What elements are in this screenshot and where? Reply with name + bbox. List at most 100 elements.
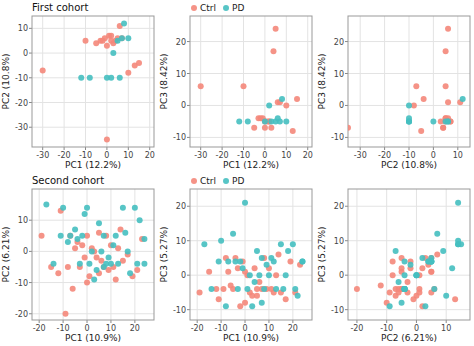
tick-label: 10 xyxy=(18,216,28,225)
point xyxy=(445,99,451,105)
point xyxy=(252,279,258,285)
plot-area xyxy=(348,189,470,320)
point xyxy=(428,269,434,275)
tick-label: 20 xyxy=(334,202,344,211)
point xyxy=(419,255,425,261)
grid-line xyxy=(348,206,470,207)
series xyxy=(197,252,303,310)
point xyxy=(218,238,224,244)
point xyxy=(275,115,281,121)
point xyxy=(206,269,212,275)
point xyxy=(39,233,45,239)
point xyxy=(283,272,289,278)
point xyxy=(390,272,396,278)
point xyxy=(410,296,416,302)
point xyxy=(122,230,128,236)
point xyxy=(455,241,461,247)
point xyxy=(121,20,127,26)
legend-label: PD xyxy=(232,3,244,13)
point xyxy=(94,255,100,261)
point xyxy=(197,289,203,295)
point xyxy=(216,296,222,302)
tick-label: -10 xyxy=(215,324,228,333)
grid-line xyxy=(190,105,312,106)
legend-label: Ctrl xyxy=(200,176,216,186)
tick-label: 0 xyxy=(84,324,89,333)
point xyxy=(387,289,393,295)
point xyxy=(117,75,123,81)
figure: -30-20-1001020-30-20-10010PC1 (12.2%)PC2… xyxy=(0,0,474,346)
point xyxy=(445,118,451,124)
y-axis-label: PC3 (5.27%) xyxy=(317,227,327,283)
point xyxy=(348,125,351,131)
point xyxy=(399,265,405,271)
point xyxy=(247,272,253,278)
legend-label: PD xyxy=(232,176,244,186)
point xyxy=(78,75,84,81)
point xyxy=(119,35,125,41)
point xyxy=(290,241,296,247)
plot-area xyxy=(32,189,154,320)
point xyxy=(108,38,114,44)
point xyxy=(270,48,276,54)
point xyxy=(440,125,446,131)
point xyxy=(198,83,204,89)
point xyxy=(402,258,408,264)
x-axis-label: PC1 (12.2%) xyxy=(223,160,279,170)
tick-label: 0 xyxy=(262,151,267,160)
point xyxy=(110,242,116,248)
point xyxy=(413,272,419,278)
point xyxy=(273,286,279,292)
point xyxy=(245,118,251,124)
point xyxy=(413,83,419,89)
point xyxy=(98,248,104,254)
tick-label: 20 xyxy=(176,202,186,211)
y-axis-label: PC3 (8.42%) xyxy=(317,54,327,110)
point xyxy=(79,233,85,239)
point xyxy=(141,236,147,242)
y-axis-label: PC2 (10.8%) xyxy=(1,54,11,110)
tick-label: -10 xyxy=(237,151,250,160)
point xyxy=(67,233,73,239)
grid-line xyxy=(409,16,410,147)
x-axis-label: PC2 (6.21%) xyxy=(381,333,437,343)
point xyxy=(402,286,408,292)
tick-label: 10 xyxy=(281,151,291,160)
point xyxy=(237,258,243,264)
tick-label: 20 xyxy=(303,151,313,160)
marks xyxy=(198,26,300,134)
grid-line xyxy=(32,127,154,128)
grid-line xyxy=(348,73,470,74)
point xyxy=(244,286,250,292)
tick-label: -10 xyxy=(57,324,70,333)
point xyxy=(134,267,140,273)
point xyxy=(225,269,231,275)
point xyxy=(396,286,402,292)
tick-label: 20 xyxy=(130,324,140,333)
tick-label: -30 xyxy=(194,151,207,160)
point xyxy=(299,258,305,264)
point xyxy=(209,286,215,292)
point xyxy=(449,265,455,271)
point xyxy=(240,265,246,271)
tick-label: 0 xyxy=(104,151,109,160)
plot-frame xyxy=(348,16,470,147)
grid-line xyxy=(286,16,287,147)
point xyxy=(283,296,289,302)
point xyxy=(425,258,431,264)
point xyxy=(402,286,408,292)
plot-frame xyxy=(348,189,470,320)
point xyxy=(84,205,90,211)
point xyxy=(443,83,449,89)
grid-line xyxy=(32,53,154,54)
point xyxy=(241,83,247,89)
point xyxy=(249,303,255,309)
grid-line xyxy=(32,282,154,283)
tick-label: 10 xyxy=(176,237,186,246)
point xyxy=(259,255,265,261)
plot-frame xyxy=(32,16,154,147)
tick-label: -30 xyxy=(36,151,49,160)
tick-label: -10 xyxy=(15,74,28,83)
tick-label: 10 xyxy=(123,151,133,160)
x-axis-label: PC1 (10.9%) xyxy=(223,333,279,343)
